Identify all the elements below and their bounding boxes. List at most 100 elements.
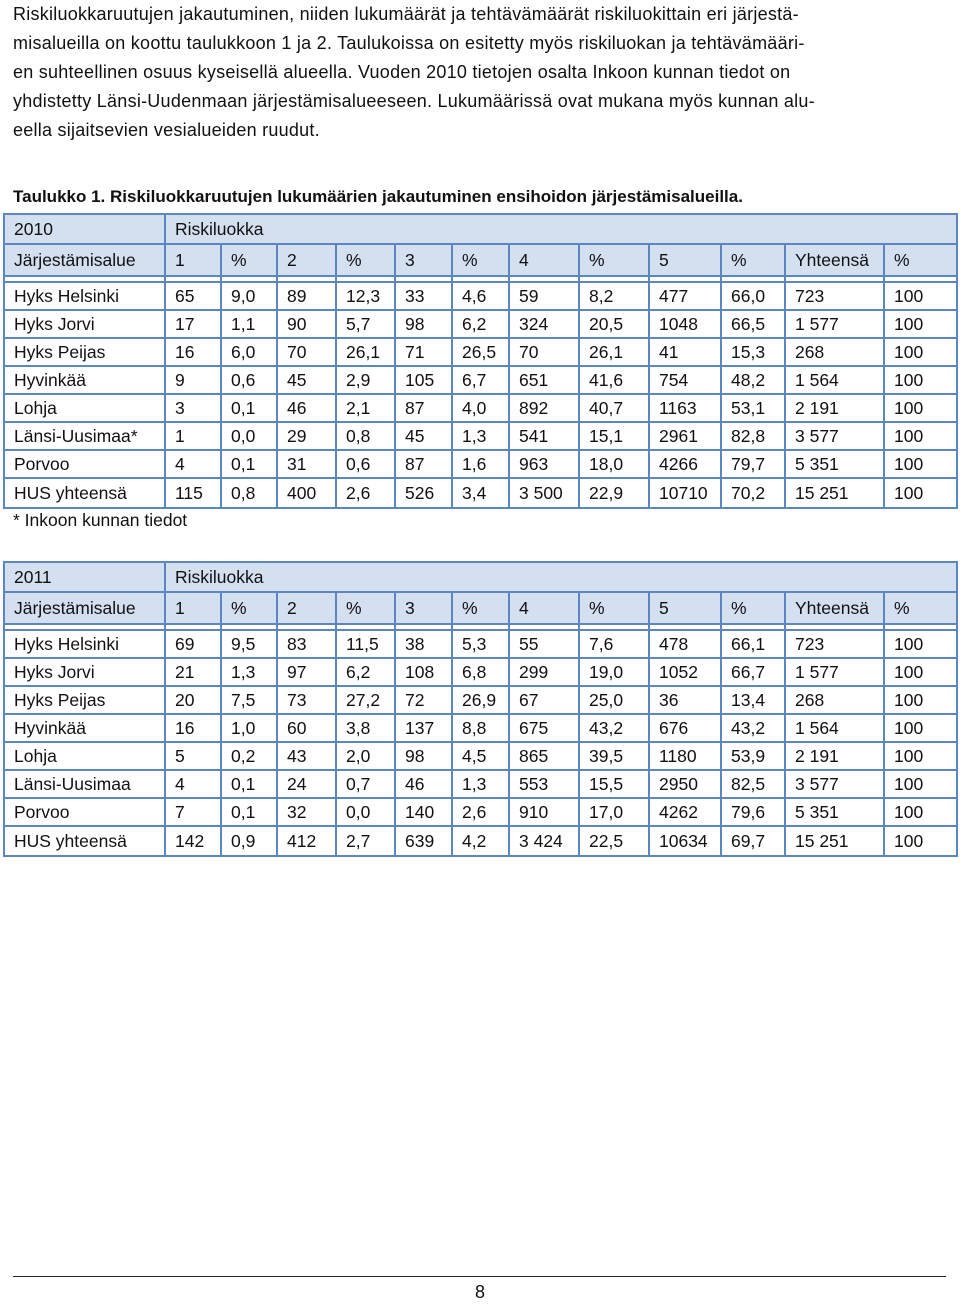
table-cell: 0,8 bbox=[335, 421, 396, 451]
total-cell: 0,9 bbox=[220, 825, 278, 857]
table-cell: 1048 bbox=[648, 309, 722, 339]
total-cell: 2,6 bbox=[335, 477, 396, 509]
region-name: Hyvinkää bbox=[3, 365, 166, 395]
table-cell: 9,5 bbox=[220, 629, 278, 659]
table-cell: 2,0 bbox=[335, 741, 396, 771]
table-cell: 100 bbox=[882, 309, 959, 339]
region-name: Hyks Peijas bbox=[3, 337, 166, 367]
table-cell: 26,1 bbox=[335, 337, 396, 367]
region-name: Lohja bbox=[3, 393, 166, 423]
table-cell: 79,7 bbox=[720, 449, 786, 479]
total-cell: 412 bbox=[276, 825, 337, 857]
table-cell: 60 bbox=[276, 713, 337, 743]
table-cell: 24 bbox=[276, 769, 337, 799]
table-cell: 1180 bbox=[648, 741, 722, 771]
column-header-row: Järjestämisalue 1% 2% 3% 4% 5% Yhteensä% bbox=[3, 243, 959, 277]
table-cell: 5 bbox=[164, 741, 222, 771]
total-cell: 3 500 bbox=[508, 477, 580, 509]
table-cell: 0,1 bbox=[220, 393, 278, 423]
table-cell: 478 bbox=[648, 629, 722, 659]
table-cell: 27,2 bbox=[335, 685, 396, 715]
table-cell: 6,2 bbox=[335, 657, 396, 687]
year-header: 2010 bbox=[3, 213, 166, 245]
table-cell: 36 bbox=[648, 685, 722, 715]
table-cell: 83 bbox=[276, 629, 337, 659]
table-cell: 59 bbox=[508, 281, 580, 311]
total-label: HUS yhteensä bbox=[3, 477, 166, 509]
table-cell: 8,8 bbox=[451, 713, 510, 743]
table-cell: 1052 bbox=[648, 657, 722, 687]
table-cell: 5,7 bbox=[335, 309, 396, 339]
table-cell: 1 564 bbox=[784, 713, 885, 743]
table-cell: 48,2 bbox=[720, 365, 786, 395]
table-header-row: 2011 Riskiluokka bbox=[3, 561, 959, 593]
table-cell: 6,0 bbox=[220, 337, 278, 367]
table-cell: 5 351 bbox=[784, 449, 885, 479]
table-cell: 53,9 bbox=[720, 741, 786, 771]
total-cell: 115 bbox=[164, 477, 222, 509]
table-row: Hyvinkää 16 1,0 60 3,8 137 8,8 675 43,2 676 43,2 1 … bbox=[3, 713, 959, 743]
column-header: 2 bbox=[276, 591, 337, 625]
table-cell: 299 bbox=[508, 657, 580, 687]
table-cell: 46 bbox=[394, 769, 453, 799]
table-row: Lohja 3 0,1 46 2,1 87 4,0 892 40,7 1163 53,1 2 191 1… bbox=[3, 393, 959, 423]
table-cell: 66,5 bbox=[720, 309, 786, 339]
total-row: HUS yhteensä 142 0,9 412 2,7 639 4,2 3 424 22,5 1… bbox=[3, 825, 959, 857]
column-header: % bbox=[335, 591, 396, 625]
table-cell: 1,0 bbox=[220, 713, 278, 743]
table-cell: 20 bbox=[164, 685, 222, 715]
intro-line: Riskiluokkaruutujen jakautuminen, niiden… bbox=[13, 4, 799, 24]
total-cell: 10710 bbox=[648, 477, 722, 509]
table-cell: 43,2 bbox=[720, 713, 786, 743]
table-cell: 4,5 bbox=[451, 741, 510, 771]
table-cell: 100 bbox=[882, 281, 959, 311]
table-cell: 0,6 bbox=[220, 365, 278, 395]
column-header: % bbox=[451, 243, 510, 277]
table-cell: 723 bbox=[784, 281, 885, 311]
footnote: * Inkoon kunnan tiedot bbox=[13, 510, 188, 530]
total-cell: 70,2 bbox=[720, 477, 786, 509]
spacer-cell bbox=[394, 623, 453, 631]
column-header: % bbox=[578, 243, 650, 277]
table-cell: 70 bbox=[508, 337, 580, 367]
table-cell: 65 bbox=[164, 281, 222, 311]
table-cell: 1 577 bbox=[784, 657, 885, 687]
spacer-cell bbox=[784, 623, 885, 631]
table-cell: 100 bbox=[882, 365, 959, 395]
table-2010: 2010 Riskiluokka Järjestämisalue 1% 2% 3% 4% 5%… bbox=[3, 213, 959, 509]
column-header: % bbox=[335, 243, 396, 277]
spacer-cell bbox=[784, 275, 885, 283]
intro-line: yhdistetty Länsi-Uudenmaan järjestämisal… bbox=[13, 91, 815, 111]
table-cell: 9 bbox=[164, 365, 222, 395]
intro-paragraph: Riskiluokkaruutujen jakautuminen, niiden… bbox=[13, 0, 948, 145]
table-cell: 754 bbox=[648, 365, 722, 395]
table-cell: 723 bbox=[784, 629, 885, 659]
table-cell: 2950 bbox=[648, 769, 722, 799]
total-cell: 400 bbox=[276, 477, 337, 509]
table-cell: 39,5 bbox=[578, 741, 650, 771]
table-cell: 100 bbox=[882, 629, 959, 659]
column-header-row: Järjestämisalue 1% 2% 3% 4% 5% Yhteensä% bbox=[3, 591, 959, 625]
table-cell: 38 bbox=[394, 629, 453, 659]
table-cell: 865 bbox=[508, 741, 580, 771]
table-cell: 7 bbox=[164, 797, 222, 827]
table-row: Hyks Helsinki 69 9,5 83 11,5 38 5,3 55 7,6 478 66,… bbox=[3, 629, 959, 659]
table-cell: 0,1 bbox=[220, 449, 278, 479]
spacer-cell bbox=[648, 275, 722, 283]
table-cell: 33 bbox=[394, 281, 453, 311]
table-cell: 66,7 bbox=[720, 657, 786, 687]
table-cell: 45 bbox=[394, 421, 453, 451]
table-cell: 20,5 bbox=[578, 309, 650, 339]
spacer-row bbox=[3, 275, 959, 283]
table-cell: 46 bbox=[276, 393, 337, 423]
table-cell: 4,6 bbox=[451, 281, 510, 311]
table-cell: 12,3 bbox=[335, 281, 396, 311]
total-cell: 3 424 bbox=[508, 825, 580, 857]
total-cell: 0,8 bbox=[220, 477, 278, 509]
total-cell: 100 bbox=[882, 825, 959, 857]
total-cell: 4,2 bbox=[451, 825, 510, 857]
spacer-cell bbox=[164, 275, 222, 283]
spacer-cell bbox=[335, 623, 396, 631]
table-cell: 7,5 bbox=[220, 685, 278, 715]
table-cell: 25,0 bbox=[578, 685, 650, 715]
